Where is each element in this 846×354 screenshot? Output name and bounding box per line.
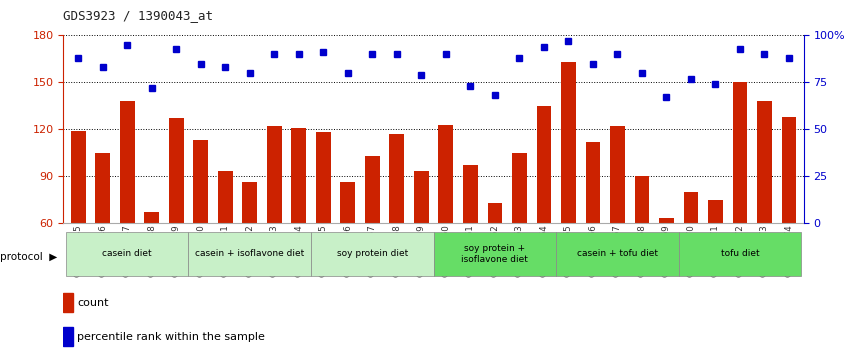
Bar: [194, 140, 208, 223]
Bar: [634, 176, 649, 223]
Text: soy protein +
isoflavone diet: soy protein + isoflavone diet: [461, 244, 528, 264]
FancyBboxPatch shape: [189, 232, 311, 276]
Text: soy protein diet: soy protein diet: [337, 250, 408, 258]
Bar: [120, 101, 135, 223]
Bar: [340, 182, 355, 223]
Bar: [561, 62, 576, 223]
Bar: [169, 118, 184, 223]
Bar: [684, 192, 698, 223]
Bar: [71, 131, 85, 223]
Bar: [96, 153, 110, 223]
Bar: [365, 156, 380, 223]
Bar: [63, 327, 73, 346]
Bar: [659, 218, 673, 223]
Bar: [585, 142, 601, 223]
Bar: [610, 126, 624, 223]
Bar: [512, 153, 527, 223]
Text: casein diet: casein diet: [102, 250, 152, 258]
FancyBboxPatch shape: [311, 232, 433, 276]
Bar: [266, 126, 282, 223]
Bar: [487, 203, 503, 223]
Bar: [733, 82, 747, 223]
Bar: [316, 132, 331, 223]
Text: percentile rank within the sample: percentile rank within the sample: [77, 331, 265, 342]
Bar: [145, 212, 159, 223]
Text: protocol  ▶: protocol ▶: [0, 252, 58, 262]
Bar: [291, 128, 306, 223]
Text: casein + isoflavone diet: casein + isoflavone diet: [195, 250, 305, 258]
Text: GDS3923 / 1390043_at: GDS3923 / 1390043_at: [63, 9, 213, 22]
Bar: [389, 134, 404, 223]
Bar: [536, 106, 552, 223]
Bar: [218, 171, 233, 223]
Bar: [463, 165, 478, 223]
Text: tofu diet: tofu diet: [721, 250, 759, 258]
Bar: [708, 200, 722, 223]
FancyBboxPatch shape: [433, 232, 556, 276]
FancyBboxPatch shape: [678, 232, 801, 276]
FancyBboxPatch shape: [556, 232, 678, 276]
Bar: [782, 117, 796, 223]
Bar: [414, 171, 429, 223]
Bar: [63, 293, 73, 312]
Text: count: count: [77, 298, 108, 308]
Bar: [243, 182, 257, 223]
Text: casein + tofu diet: casein + tofu diet: [577, 250, 658, 258]
FancyBboxPatch shape: [66, 232, 189, 276]
Bar: [438, 125, 453, 223]
Bar: [757, 101, 772, 223]
